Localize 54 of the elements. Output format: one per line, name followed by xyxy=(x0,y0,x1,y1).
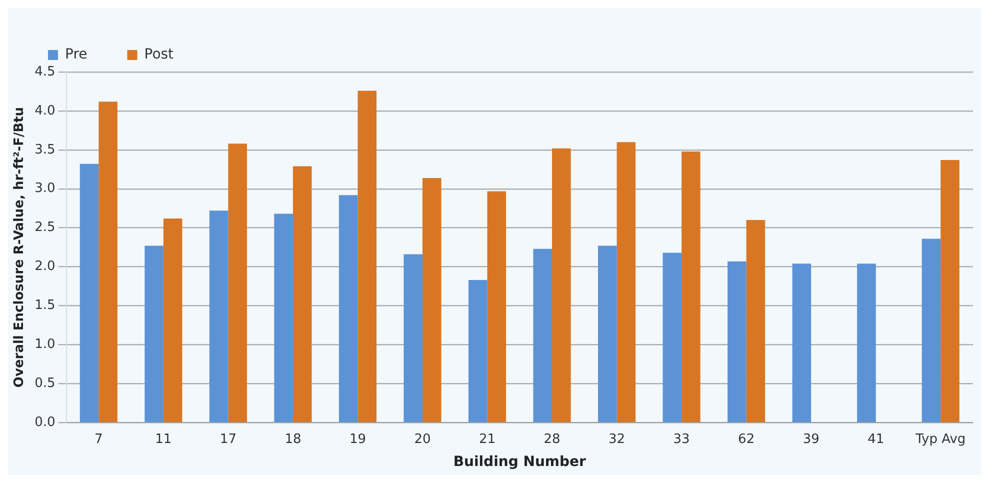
bar xyxy=(209,210,228,422)
bar xyxy=(358,90,377,422)
bar xyxy=(338,195,358,422)
y-tick-label: 3.5 xyxy=(34,142,56,158)
legend-label: Post xyxy=(144,46,174,63)
y-tick-label: 0.5 xyxy=(34,376,56,392)
bar xyxy=(746,220,766,422)
bar xyxy=(728,261,746,422)
bar xyxy=(598,246,617,422)
bar xyxy=(292,166,312,422)
legend-label: Pre xyxy=(65,46,88,63)
bar xyxy=(468,280,488,422)
bar xyxy=(616,142,636,422)
x-tick-label: 39 xyxy=(802,432,820,447)
x-tick-label: 18 xyxy=(284,432,302,447)
x-tick-label: Typ Avg xyxy=(914,432,966,447)
bar xyxy=(163,218,182,422)
bar xyxy=(274,214,293,422)
x-tick-label: 33 xyxy=(673,432,690,447)
x-tick-label: 20 xyxy=(414,432,431,447)
y-tick-label: 4.0 xyxy=(34,103,56,118)
y-tick-label: 4.5 xyxy=(34,64,56,80)
y-tick-label: 3.0 xyxy=(34,181,56,196)
bar xyxy=(682,151,700,422)
x-tick-label: 17 xyxy=(220,432,236,447)
bar xyxy=(98,102,118,422)
bar xyxy=(422,178,442,422)
bar xyxy=(228,144,247,422)
bar xyxy=(487,191,506,422)
x-tick-label: 7 xyxy=(94,432,103,447)
x-tick-label: 41 xyxy=(868,432,884,447)
bar xyxy=(792,264,812,422)
x-tick-label: 19 xyxy=(349,432,366,447)
x-tick-label: 11 xyxy=(155,432,172,447)
bar xyxy=(662,252,682,422)
x-tick-label: 21 xyxy=(478,432,496,447)
bar xyxy=(533,248,552,422)
x-axis-title: Building Number xyxy=(453,454,586,470)
bar xyxy=(144,246,164,422)
y-axis-title: Overall Enclosure R-Value, hr-ft²-F/Btu xyxy=(12,107,28,388)
y-tick-label: 2.5 xyxy=(34,220,56,236)
bar xyxy=(80,164,99,422)
x-tick-label: 62 xyxy=(738,432,755,447)
y-tick-label: 0.0 xyxy=(34,414,56,430)
x-tick-label: 28 xyxy=(544,432,560,447)
bar xyxy=(922,238,941,422)
x-tick-label: 32 xyxy=(608,432,626,447)
bar xyxy=(857,264,876,422)
y-tick-label: 1.5 xyxy=(34,298,56,314)
bar xyxy=(940,160,960,422)
bar xyxy=(552,148,571,422)
y-tick-label: 2.0 xyxy=(34,259,56,274)
bar xyxy=(404,254,422,422)
y-tick-label: 1.0 xyxy=(34,337,56,352)
